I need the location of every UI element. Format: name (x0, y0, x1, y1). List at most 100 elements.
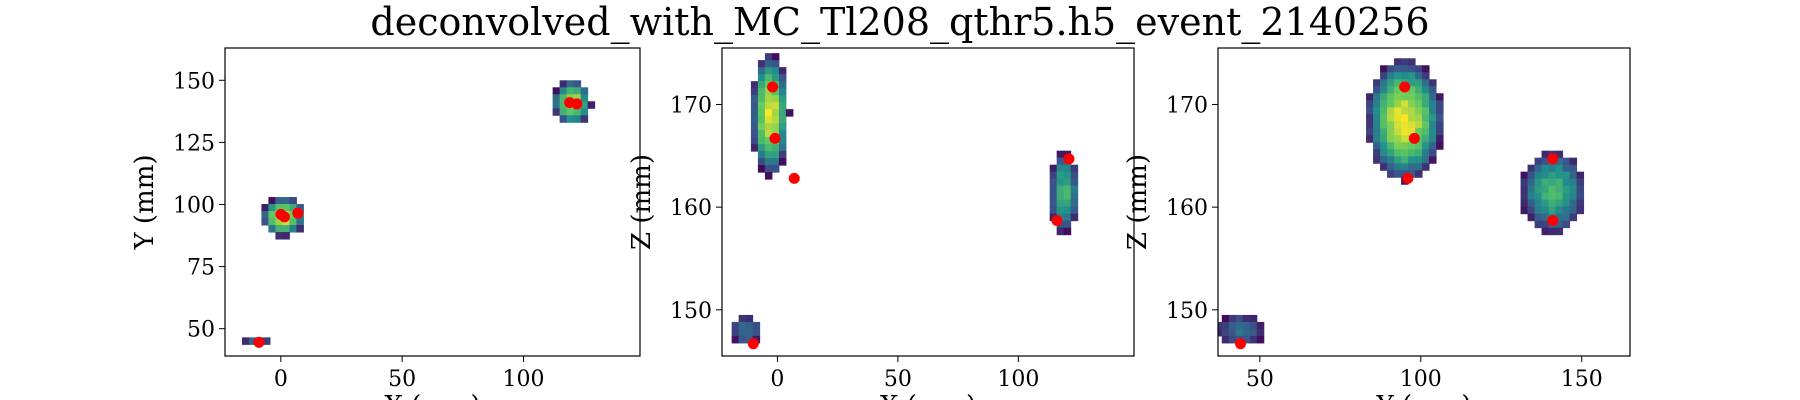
heatmap-cell (1436, 121, 1444, 129)
heatmap-cell (1401, 93, 1409, 101)
y-tick-label-1: 100 (173, 193, 215, 218)
heatmap-cell (778, 116, 787, 124)
blob-2-1 (750, 53, 794, 180)
heatmap-cell (745, 335, 754, 344)
heatmap-cell (552, 101, 561, 109)
heatmap-cell (1436, 93, 1444, 101)
x-tick-label-3: 100 (1400, 367, 1442, 392)
heatmap-cell (771, 53, 780, 61)
heatmap-cell (1049, 192, 1058, 201)
heatmap-cell (1408, 149, 1416, 157)
heatmap-cell (778, 151, 787, 159)
heatmap-cell (1063, 213, 1072, 222)
heatmap-cell (1056, 227, 1065, 236)
heatmap-cell (1373, 100, 1381, 108)
heatmap-cell (1562, 157, 1571, 166)
x-tick-label-3: 150 (1561, 367, 1603, 392)
heatmap-cell (750, 81, 759, 89)
heatmap-cell (1541, 157, 1550, 166)
axes-frame-1 (224, 47, 641, 357)
heatmap-cell (745, 321, 754, 330)
heatmap-cell (573, 80, 582, 88)
panel-2: 0 50 100 150 160 170 Z (mm) X (mm) (627, 47, 1135, 400)
heatmap-cell (1415, 142, 1423, 150)
heatmap-cell (771, 88, 780, 96)
heatmap-cell (1387, 170, 1395, 178)
heatmap-cell (771, 123, 780, 131)
heatmap-cell (778, 130, 787, 138)
heatmap-cell (1380, 149, 1388, 157)
heatmap-cell (1394, 107, 1402, 115)
heatmap-cell (1380, 121, 1388, 129)
heatmap-cell (731, 321, 740, 330)
heatmap-cell (764, 67, 773, 75)
heatmap-cell (1555, 171, 1564, 180)
y-tick-label-3: 160 (1166, 196, 1208, 221)
heatmap-cell (1520, 206, 1529, 215)
heatmap-cell (764, 165, 773, 173)
heatmap-cell (1541, 213, 1550, 222)
heatmap-cell (1422, 121, 1430, 129)
heatmap-cell (764, 109, 773, 117)
heatmap-cell (1387, 149, 1395, 157)
heatmap-cell (248, 337, 257, 345)
heatmap-cell (764, 158, 773, 166)
heatmap-cell (764, 95, 773, 103)
heatmap-cell (1541, 171, 1550, 180)
heatmap-cell (573, 87, 582, 95)
heatmap-cell (1401, 149, 1409, 157)
heatmap-cell (738, 321, 747, 330)
heatmap-cell (566, 108, 575, 116)
heatmap-cell (1569, 206, 1578, 215)
x-tick-label-1: 100 (503, 367, 545, 392)
heatmap-cell (1056, 164, 1065, 173)
heatmap-cell (275, 232, 283, 240)
heatmap-cell (764, 88, 773, 96)
heatmap-cell (738, 335, 747, 344)
heatmap-cell (1380, 86, 1388, 94)
heatmap-cell (1056, 178, 1065, 187)
heatmap-cell (1401, 72, 1409, 80)
heatmap-cell (1548, 185, 1557, 194)
heatmap-cell (580, 101, 589, 109)
heatmap-cell (778, 74, 787, 82)
heatmap-cell (1429, 149, 1437, 157)
heatmap-cell (1527, 206, 1536, 215)
heatmap-cell (289, 197, 297, 205)
point-1-5 (292, 207, 304, 219)
heatmap-cell (1221, 314, 1230, 323)
heatmap-cell (771, 60, 780, 68)
heatmap-cell (552, 87, 561, 95)
heatmap-cell (282, 225, 290, 233)
heatmap-cell (1527, 192, 1536, 201)
point-3-4 (1547, 153, 1559, 165)
heatmap-cell (275, 218, 283, 226)
heatmap-cell (1218, 328, 1223, 337)
heatmap-cell (1541, 185, 1550, 194)
heatmap-cell (1401, 114, 1409, 122)
heatmap-cell (1394, 135, 1402, 143)
heatmap-cell (757, 137, 766, 145)
heatmap-cell (1562, 178, 1571, 187)
heatmap-cell (1569, 199, 1578, 208)
heatmap-cell (738, 328, 747, 337)
heatmap-cell (750, 144, 759, 152)
y-tick-label-3: 150 (1166, 299, 1208, 324)
heatmap-cell (1541, 192, 1550, 201)
heatmap-cell (566, 115, 575, 123)
y-tick-label-1: 150 (173, 69, 215, 94)
heatmap-cell (1249, 321, 1258, 330)
heatmap-cell (757, 109, 766, 117)
heatmap-cell (1235, 321, 1244, 330)
x-tick-label-2: 50 (884, 367, 912, 392)
point-1-2 (571, 98, 583, 110)
heatmap-cell (731, 328, 740, 337)
heatmap-cell (1527, 171, 1536, 180)
heatmap-cell (1429, 142, 1437, 150)
heatmap-cell (1387, 163, 1395, 171)
heatmap-cell (757, 74, 766, 82)
heatmap-cell (1401, 100, 1409, 108)
heatmap-cell (757, 130, 766, 138)
heatmap-cell (1380, 93, 1388, 101)
heatmap-cell (1063, 185, 1072, 194)
